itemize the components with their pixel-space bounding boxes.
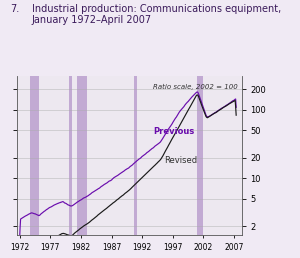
- Bar: [69, 76, 72, 235]
- Text: Industrial production: Communications equipment,
January 1972–April 2007: Industrial production: Communications eq…: [32, 4, 281, 26]
- Bar: [77, 76, 86, 235]
- Text: Ratio scale, 2002 = 100: Ratio scale, 2002 = 100: [153, 84, 238, 91]
- Text: 7.: 7.: [11, 4, 20, 14]
- Text: Previous: Previous: [153, 127, 194, 136]
- Bar: [134, 76, 137, 235]
- Text: Revised: Revised: [164, 156, 197, 165]
- Bar: [197, 76, 203, 235]
- Bar: [30, 76, 40, 235]
